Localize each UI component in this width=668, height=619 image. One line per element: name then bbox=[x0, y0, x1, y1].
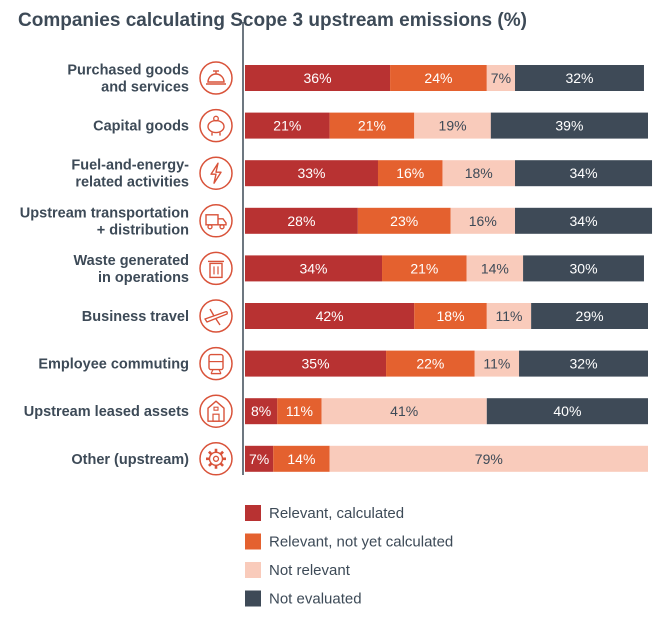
bar-segment bbox=[329, 445, 648, 472]
data-label: 35% bbox=[302, 356, 330, 372]
bar-segment bbox=[329, 112, 415, 139]
delivery-truck-icon bbox=[199, 204, 233, 238]
category-label: Business travel bbox=[82, 309, 189, 325]
data-label: 41% bbox=[390, 403, 418, 419]
service-bell-icon bbox=[199, 61, 233, 95]
data-label: 32% bbox=[565, 70, 593, 86]
category-label: Purchased goods and services bbox=[67, 63, 189, 96]
bar-segment bbox=[450, 207, 516, 234]
bar-segment bbox=[273, 445, 330, 472]
bar-segment bbox=[490, 112, 648, 139]
data-label: 42% bbox=[316, 308, 344, 324]
data-label: 18% bbox=[437, 308, 465, 324]
bar-segment bbox=[277, 398, 322, 425]
data-label: 21% bbox=[410, 260, 438, 276]
chart-title: Companies calculating Scope 3 upstream e… bbox=[18, 10, 527, 31]
bar-segment bbox=[245, 398, 278, 425]
data-label: 11% bbox=[495, 308, 522, 324]
category-label: Fuel-and-energy-related activities bbox=[71, 158, 189, 191]
legend-swatch bbox=[245, 505, 261, 521]
bar-segment bbox=[474, 350, 520, 377]
bar-segment bbox=[245, 303, 415, 329]
data-label: 11% bbox=[483, 356, 510, 372]
legend-label: Relevant, not yet calculated bbox=[269, 534, 453, 551]
data-label: 11% bbox=[286, 403, 313, 419]
data-label: 22% bbox=[416, 356, 444, 372]
bar-segment bbox=[245, 350, 387, 377]
bar-segment bbox=[486, 398, 648, 425]
legend-label: Not relevant bbox=[269, 562, 351, 579]
bar-segment bbox=[414, 112, 491, 139]
bar-segment bbox=[515, 207, 653, 234]
building-icon bbox=[199, 394, 233, 428]
bar-segment bbox=[442, 160, 516, 187]
bar-segment bbox=[515, 65, 644, 91]
data-label: 34% bbox=[570, 165, 598, 181]
category-label: Capital goods bbox=[93, 119, 189, 135]
bar-segment bbox=[377, 160, 443, 187]
data-label: 16% bbox=[469, 213, 497, 229]
bar-segment bbox=[382, 255, 467, 282]
category-label: Other (upstream) bbox=[71, 452, 189, 468]
bar-segment bbox=[357, 207, 451, 234]
data-label: 34% bbox=[299, 260, 327, 276]
category-label: Upstream transportation + distribution bbox=[20, 205, 189, 238]
gear-icon bbox=[199, 442, 233, 476]
legend-swatch bbox=[245, 562, 261, 578]
train-icon bbox=[199, 346, 233, 381]
bar-segment bbox=[466, 255, 524, 282]
bar-segment bbox=[321, 398, 487, 425]
data-label: 39% bbox=[555, 118, 583, 134]
lightning-bolt-icon bbox=[199, 156, 233, 190]
bar-segment bbox=[386, 350, 475, 377]
data-label: 14% bbox=[287, 451, 315, 467]
bar-segment bbox=[519, 350, 648, 377]
data-label: 34% bbox=[570, 213, 598, 229]
data-label: 18% bbox=[465, 165, 493, 181]
category-label: Upstream leased assets bbox=[24, 404, 189, 420]
data-label: 24% bbox=[424, 70, 452, 86]
bar-segment bbox=[515, 160, 653, 187]
data-label: 19% bbox=[439, 118, 467, 134]
legend-swatch bbox=[245, 533, 261, 550]
bar-segment bbox=[245, 160, 378, 187]
bar-segment bbox=[486, 303, 532, 329]
bar-segment bbox=[245, 112, 330, 139]
data-label: 7% bbox=[249, 451, 269, 467]
bar-segment bbox=[245, 207, 358, 234]
legend-swatch bbox=[245, 590, 261, 607]
data-label: 21% bbox=[358, 118, 386, 134]
data-label: 33% bbox=[297, 165, 325, 181]
data-label: 16% bbox=[396, 165, 424, 181]
data-label: 40% bbox=[553, 403, 581, 419]
bar-segment bbox=[531, 303, 648, 329]
data-label: 30% bbox=[570, 260, 598, 276]
piggy-bank-icon bbox=[199, 108, 233, 143]
category-label: Waste generated in operations bbox=[74, 253, 190, 286]
trash-bin-icon bbox=[199, 251, 233, 286]
data-label: 79% bbox=[475, 451, 503, 467]
category-label: Employee commuting bbox=[38, 357, 189, 373]
data-label: 23% bbox=[390, 213, 418, 229]
data-label: 32% bbox=[570, 356, 598, 372]
bar-segment bbox=[414, 303, 487, 329]
data-label: 36% bbox=[304, 70, 332, 86]
bar-segment bbox=[245, 445, 274, 472]
legend-label: Relevant, calculated bbox=[269, 505, 404, 522]
bar-segment bbox=[523, 255, 644, 282]
bar-segment bbox=[390, 65, 487, 91]
airplane-icon bbox=[199, 299, 233, 333]
bar-segment bbox=[245, 255, 383, 282]
legend-label: Not evaluated bbox=[269, 591, 362, 608]
data-label: 7% bbox=[491, 70, 511, 86]
data-label: 21% bbox=[273, 118, 301, 134]
bar-segment bbox=[245, 65, 391, 91]
data-label: 29% bbox=[576, 308, 604, 324]
bar-segment bbox=[486, 65, 516, 91]
data-label: 8% bbox=[251, 403, 271, 419]
data-label: 28% bbox=[287, 213, 315, 229]
data-label: 14% bbox=[481, 260, 509, 276]
